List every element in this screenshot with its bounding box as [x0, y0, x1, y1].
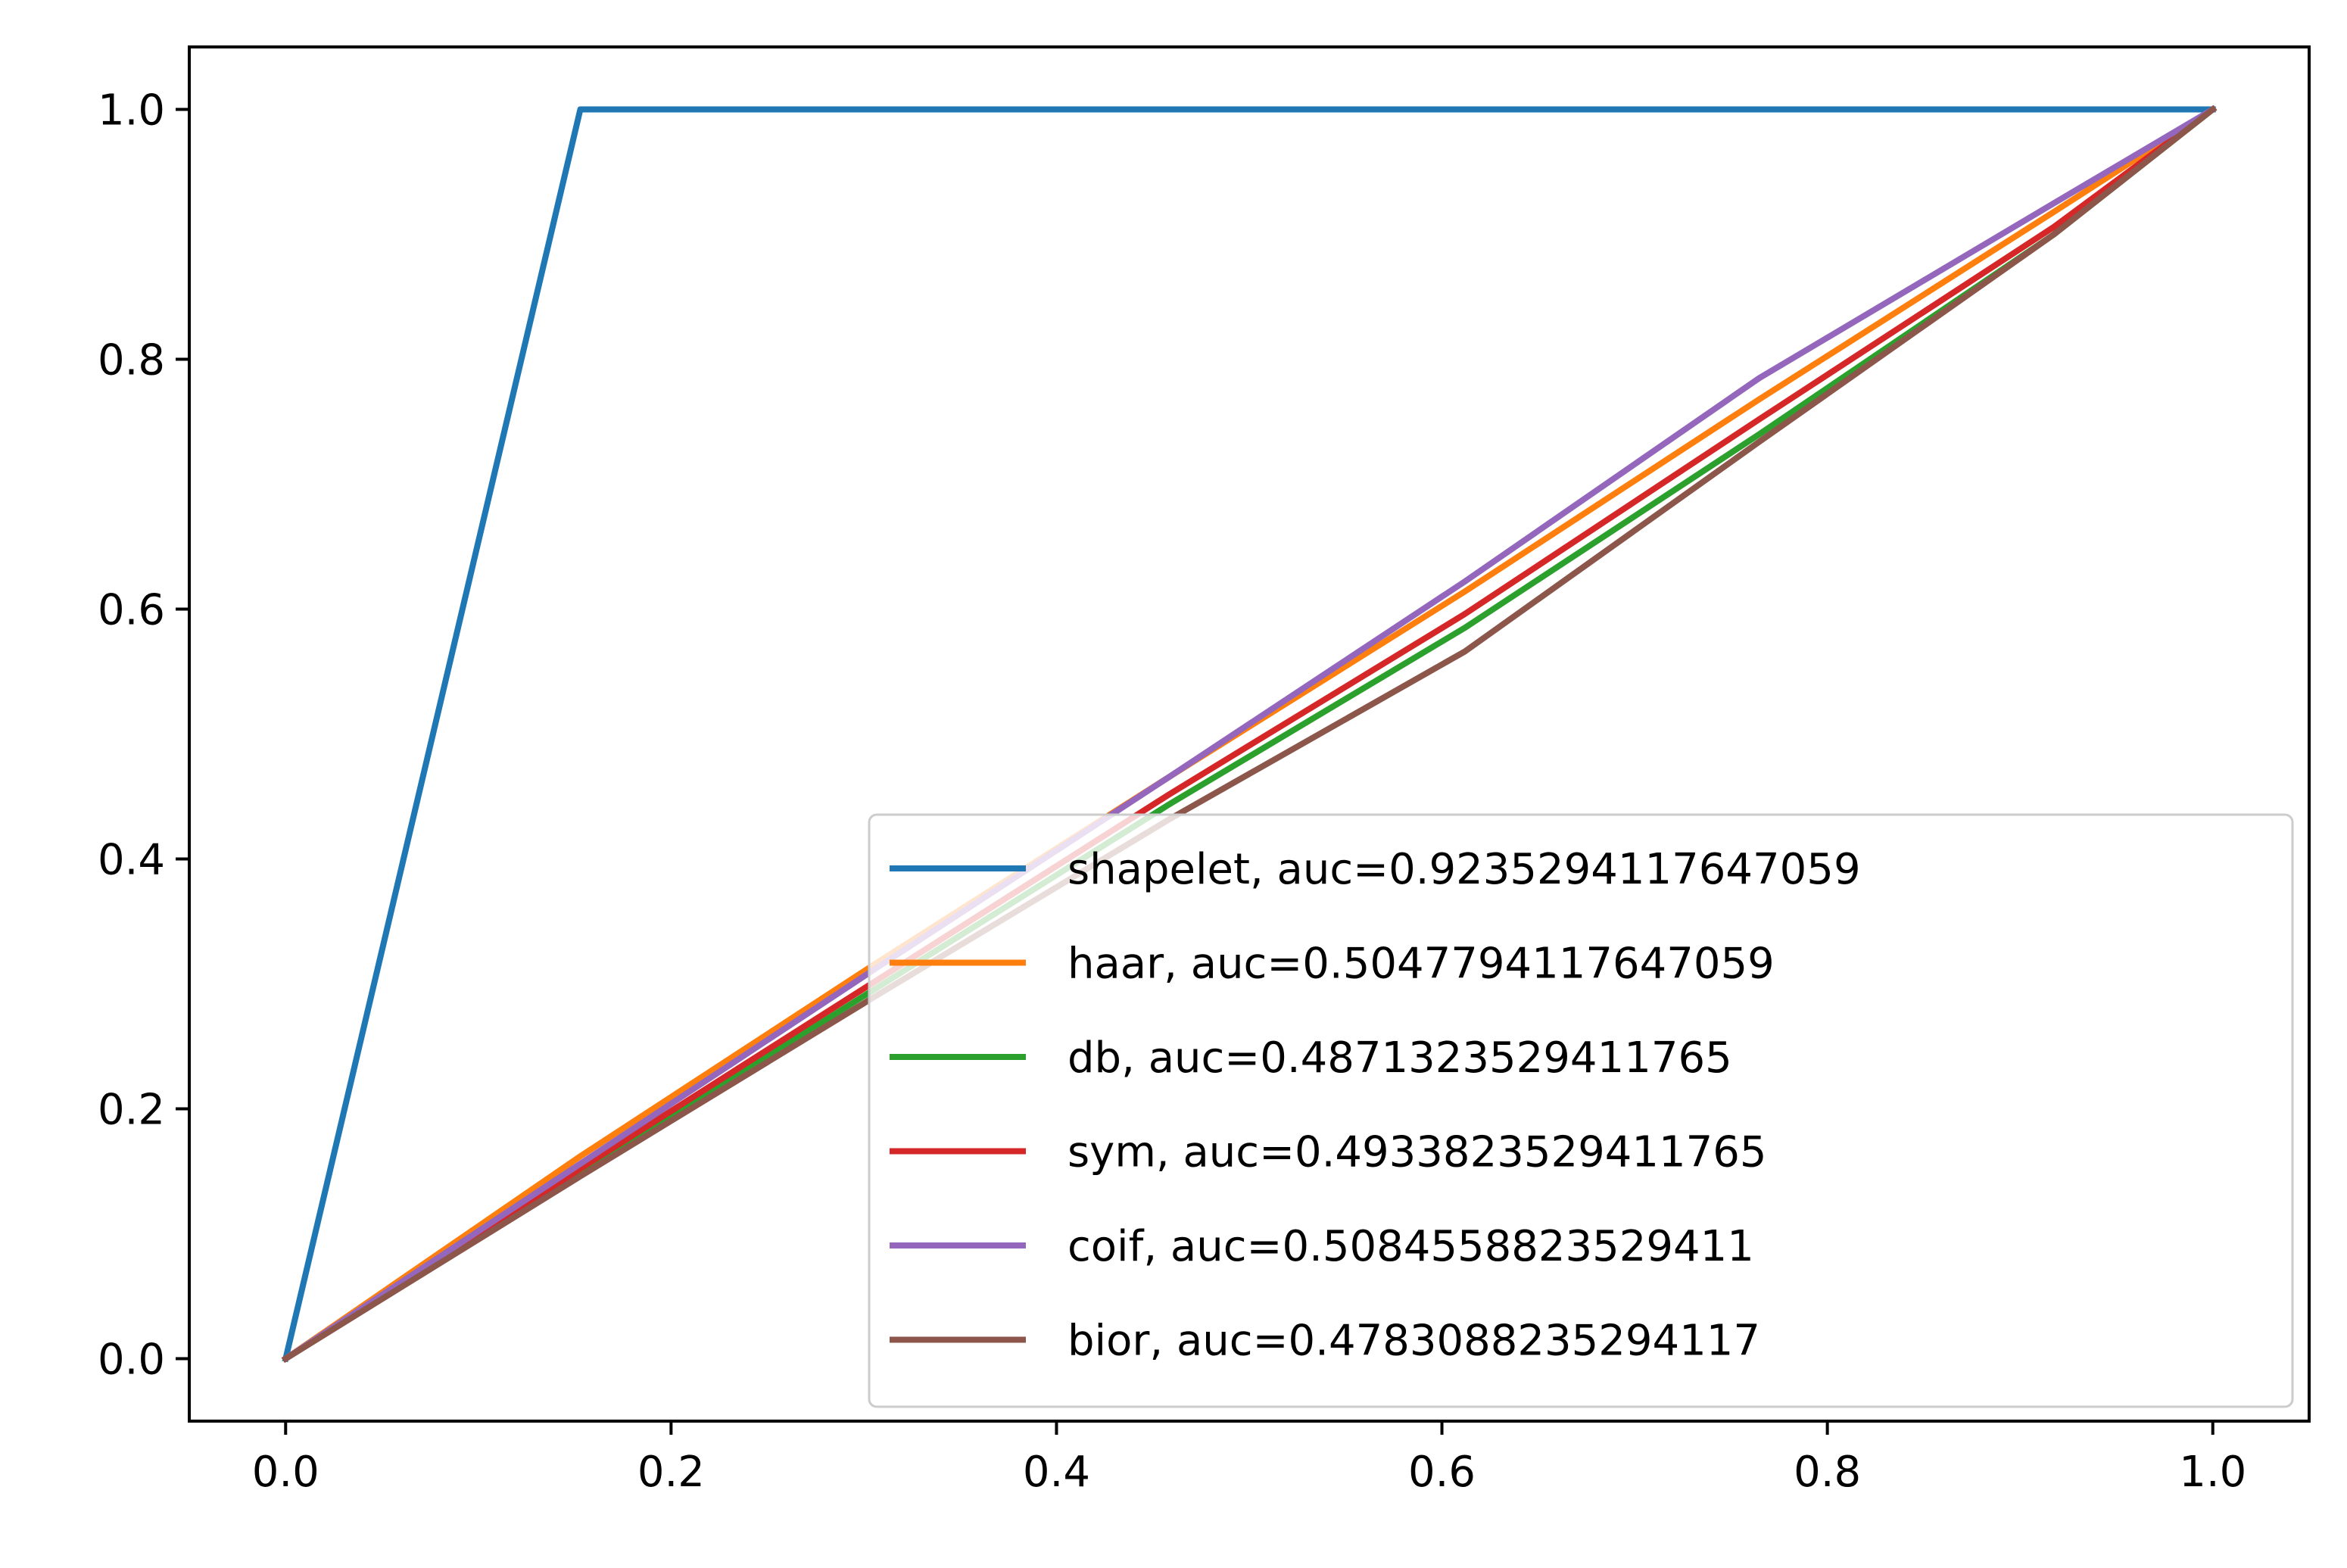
y-tick-label: 0.6: [98, 586, 165, 635]
legend-label-5: bior, auc=0.4783088235294117: [1068, 1317, 1760, 1366]
y-tick-label: 0.8: [98, 336, 165, 385]
legend-label-2: db, auc=0.4871323529411765: [1068, 1033, 1732, 1083]
series-line-4: [281, 105, 2218, 1364]
x-tick-label: 0.0: [252, 1448, 319, 1497]
legend: shapelet, auc=0.9235294117647059 haar, au…: [868, 813, 2294, 1408]
x-tick-label: 1.0: [2179, 1448, 2246, 1497]
plot-frame: [188, 45, 2311, 1423]
y-tick-label: 0.0: [98, 1336, 165, 1385]
y-tick-label: 0.2: [98, 1086, 165, 1135]
legend-label-3: sym, auc=0.4933823529411765: [1068, 1128, 1766, 1177]
series-line-3: [281, 104, 2218, 1364]
legend-label-1: haar, auc=0.5047794117647059: [1068, 940, 1775, 989]
x-axis: 0.0 0.2 0.4 0.6 0.8 1.0: [252, 1421, 2246, 1497]
legend-label-4: coif, auc=0.5084558823529411: [1068, 1222, 1754, 1271]
x-tick-label: 0.4: [1023, 1448, 1090, 1497]
x-tick-label: 0.6: [1408, 1448, 1476, 1497]
series-line-1: [281, 104, 2218, 1364]
series-line-0: [282, 106, 2216, 1363]
y-axis: 0.0 0.2 0.4 0.6 0.8 1.0: [98, 86, 189, 1385]
series-line-5: [281, 104, 2218, 1364]
x-tick-label: 0.8: [1794, 1448, 1861, 1497]
legend-box: [868, 813, 2294, 1408]
y-tick-label: 0.4: [98, 836, 165, 885]
series-lines: [281, 104, 2218, 1364]
y-tick-label: 1.0: [98, 86, 165, 136]
legend-label-0: shapelet, auc=0.9235294117647059: [1068, 845, 1861, 894]
x-tick-label: 0.2: [637, 1448, 705, 1497]
